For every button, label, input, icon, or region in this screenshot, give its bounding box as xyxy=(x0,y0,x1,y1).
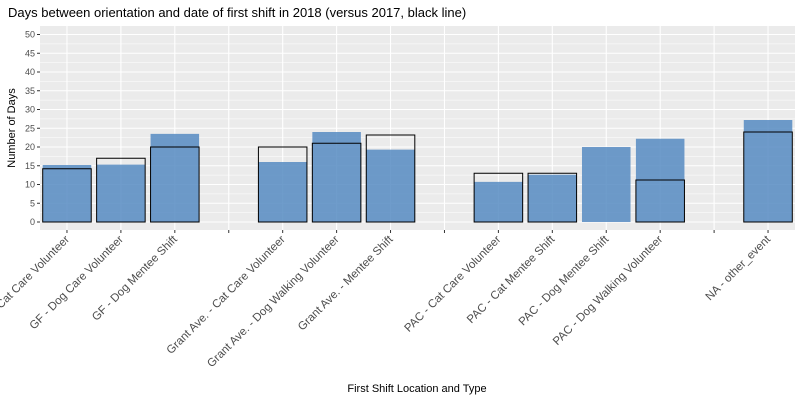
y-tick-label: 40 xyxy=(25,67,35,77)
y-tick-label: 20 xyxy=(25,142,35,152)
bar-2018 xyxy=(312,132,361,222)
y-tick-label: 10 xyxy=(25,180,35,190)
outline-2017 xyxy=(473,172,524,223)
outline-2017 xyxy=(527,172,578,223)
bar-2018 xyxy=(743,120,793,222)
bar-2018 xyxy=(528,174,577,222)
y-axis-label: Number of Days xyxy=(6,88,18,168)
y-tick-label: 30 xyxy=(25,105,35,115)
bar-2018 xyxy=(42,165,92,222)
y-tick-label: 5 xyxy=(30,198,35,208)
bar-2018 xyxy=(150,133,200,222)
y-tick-label: 45 xyxy=(25,48,35,58)
outline-2017 xyxy=(42,168,92,223)
y-axis: 0 5 10 15 20 25 30 35 40 45 50 xyxy=(25,30,40,227)
outline-2017 xyxy=(96,157,146,223)
y-tick-label: 50 xyxy=(25,30,35,40)
outline-2017 xyxy=(150,146,200,223)
bar-2018 xyxy=(258,162,307,222)
bar-2018 xyxy=(96,164,146,222)
y-tick-label: 25 xyxy=(25,123,35,133)
y-tick-label: 15 xyxy=(25,161,35,171)
outline-2017 xyxy=(635,179,685,223)
outline-2017 xyxy=(311,142,362,223)
y-tick-label: 0 xyxy=(30,217,35,227)
bar-2018 xyxy=(474,181,523,222)
bar-2018 xyxy=(366,149,415,222)
outline-2017 xyxy=(257,146,308,223)
bar-2018 xyxy=(581,147,631,222)
outline-2017 xyxy=(365,134,416,223)
x-axis-label: First Shift Location and Type xyxy=(347,383,486,395)
bars-2018 xyxy=(42,120,793,222)
y-tick-label: 35 xyxy=(25,86,35,96)
outlines-2017 xyxy=(42,131,793,223)
outline-2017 xyxy=(743,131,793,223)
chart-title: Days between orientation and date of fir… xyxy=(8,5,466,20)
